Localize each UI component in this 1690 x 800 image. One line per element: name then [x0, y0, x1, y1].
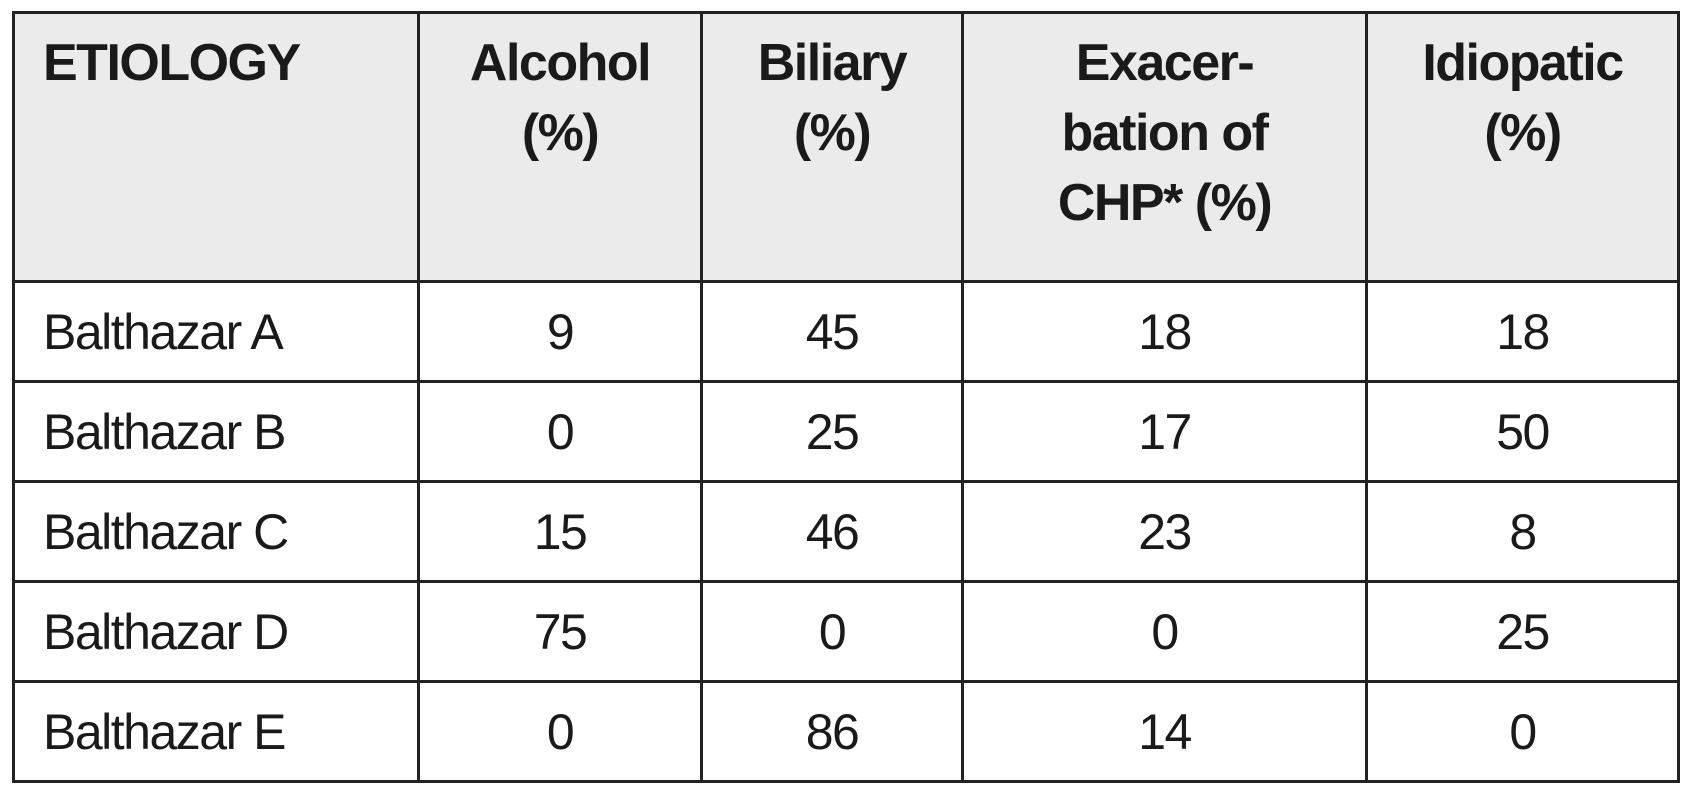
- table-body: Balthazar A 9 45 18 18 Balthazar B 0 25 17 50 Balt…: [12, 280, 1680, 783]
- header-text: Alcohol: [469, 34, 652, 92]
- header-cell: Biliary (%): [700, 11, 964, 283]
- cell-value: 86: [700, 680, 964, 783]
- header-cell: Alcohol (%): [417, 11, 703, 283]
- row-label: Balthazar D: [12, 580, 420, 683]
- row-label: Balthazar E: [12, 680, 420, 783]
- cell-value: 15: [417, 480, 703, 583]
- cell-value: 14: [961, 680, 1368, 783]
- header-cell: Exacer-bation of CHP* (%): [961, 11, 1368, 283]
- table-row: Balthazar C 15 46 23 8: [12, 480, 1680, 583]
- cell-value: 8: [1365, 480, 1680, 583]
- cell-value: 0: [417, 680, 703, 783]
- header-row: ETIOLOGY Alcohol (%) Biliary (%) Exacer-batio…: [12, 11, 1680, 283]
- cell-value: 25: [1365, 580, 1680, 683]
- cell-value: 0: [417, 380, 703, 483]
- header-text: (%): [521, 104, 600, 162]
- cell-value: 18: [961, 280, 1368, 383]
- etiology-table: ETIOLOGY Alcohol (%) Biliary (%) Exacer-batio…: [12, 11, 1680, 783]
- row-label: Balthazar C: [12, 480, 420, 583]
- cell-value: 75: [417, 580, 703, 683]
- row-label: Balthazar B: [12, 380, 420, 483]
- table-row: Balthazar B 0 25 17 50: [12, 380, 1680, 483]
- cell-value: 25: [700, 380, 964, 483]
- header-text: (%): [1484, 104, 1562, 162]
- cell-value: 23: [961, 480, 1368, 583]
- header-text: Idiopatic: [1422, 34, 1624, 92]
- row-label: Balthazar A: [12, 280, 420, 383]
- header-cell: Idiopatic (%): [1365, 11, 1680, 283]
- cell-value: 18: [1365, 280, 1680, 383]
- table-container: ETIOLOGY Alcohol (%) Biliary (%) Exacer-batio…: [12, 11, 1680, 783]
- cell-value: 17: [961, 380, 1368, 483]
- header-text: (%): [793, 104, 872, 162]
- header-text: Biliary: [757, 34, 908, 92]
- header-cell: ETIOLOGY: [12, 11, 420, 283]
- cell-value: 50: [1365, 380, 1680, 483]
- cell-value: 0: [700, 580, 964, 683]
- header-text: CHP* (%): [1057, 174, 1273, 232]
- table-row: Balthazar A 9 45 18 18: [12, 280, 1680, 383]
- header-text: Exacer-: [1075, 34, 1255, 92]
- cell-value: 45: [700, 280, 964, 383]
- cell-value: 0: [1365, 680, 1680, 783]
- header-text: bation of: [1061, 104, 1269, 162]
- cell-value: 9: [417, 280, 703, 383]
- table-row: Balthazar E 0 86 14 0: [12, 680, 1680, 783]
- cell-value: 46: [700, 480, 964, 583]
- cell-value: 0: [961, 580, 1368, 683]
- table-row: Balthazar D 75 0 0 25: [12, 580, 1680, 683]
- header-text: ETIOLOGY: [43, 34, 301, 92]
